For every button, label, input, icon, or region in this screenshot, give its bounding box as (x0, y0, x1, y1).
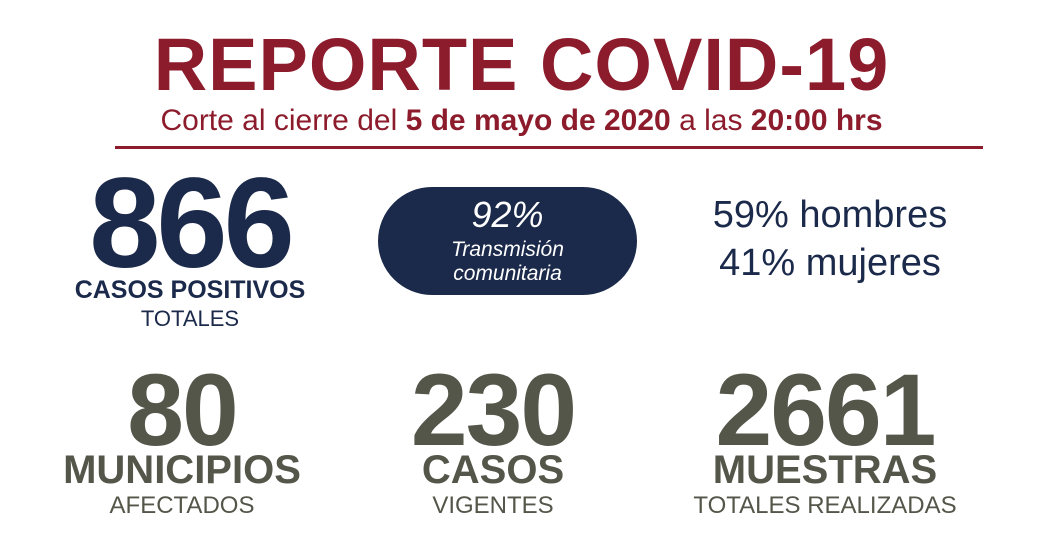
stat-sublabel: AFECTADOS (109, 492, 255, 519)
cases-sublabel: TOTALES (140, 306, 240, 331)
stat-value: 80 (127, 353, 238, 467)
subtitle-middle: a las (670, 104, 751, 137)
cases-label: CASOS POSITIVOS (74, 276, 306, 304)
women-share: 41% mujeres (719, 242, 941, 284)
subtitle-date: 5 de mayo de 2020 (405, 104, 671, 137)
transmission-badge (378, 187, 637, 295)
stat-value: 2661 (715, 353, 937, 467)
transmission-value: 92% (471, 194, 544, 235)
subtitle: Corte al cierre del 5 de mayo de 2020 a … (0, 104, 1043, 138)
stat-label: MUESTRAS (712, 448, 938, 492)
subtitle-prefix: Corte al cierre del (160, 104, 406, 137)
stat-label: MUNICIPIOS (63, 448, 301, 492)
transmission-line: comunitaria (453, 262, 562, 285)
title: REPORTE COVID-19 (153, 23, 890, 106)
divider (115, 146, 983, 149)
subtitle-time: 20:00 hrs (750, 104, 883, 137)
stat-sublabel: TOTALES REALIZADAS (693, 492, 957, 519)
stat-label: CASOS (421, 448, 565, 492)
stat-value: 230 (410, 353, 577, 467)
transmission-line: Transmisión (451, 238, 564, 261)
men-share: 59% hombres (712, 194, 948, 236)
stat-sublabel: VIGENTES (432, 492, 554, 519)
cases-value: 866 (89, 152, 295, 295)
